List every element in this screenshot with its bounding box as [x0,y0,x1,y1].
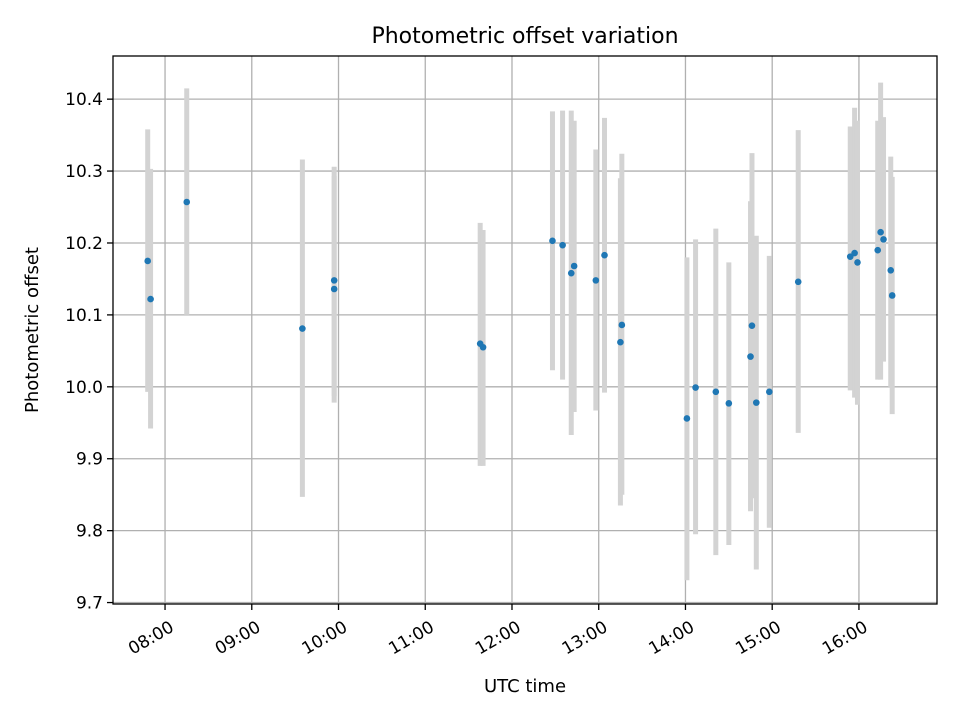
data-point [712,388,720,396]
data-point [887,267,895,274]
data-point [846,253,854,260]
y-tick-label: 10.1 [65,306,103,326]
data-point [617,338,624,346]
data-point [567,269,575,277]
data-point [874,246,882,254]
y-tick-label: 10.3 [65,162,103,182]
plot-frame [112,55,938,605]
data-point [601,251,608,259]
data-point [692,384,699,391]
data-point [854,259,861,266]
data-point [766,388,773,396]
data-point [880,236,887,243]
y-tick-label: 9.7 [76,594,103,614]
data-point [748,322,756,329]
y-tick-label: 10.4 [65,90,103,110]
data-point [299,325,306,332]
data-point [592,277,600,284]
data-point [794,278,802,286]
data-point [851,249,858,257]
data-point [747,353,754,360]
x-axis-label: UTC time [484,676,566,697]
data-point [888,292,896,299]
data-point [877,228,884,236]
y-tick-label: 10.2 [65,234,103,254]
data-point [725,400,733,407]
y-tick-label: 9.9 [76,450,103,470]
point-layer [144,198,896,422]
data-point [549,237,556,245]
data-point [144,257,151,265]
data-point [183,198,191,206]
y-tick-label: 9.8 [76,522,103,542]
y-tick-label: 10.0 [65,378,103,398]
data-point [330,285,338,293]
data-point [147,295,154,303]
data-point [570,262,578,270]
data-point [683,415,691,422]
data-point [330,277,338,284]
data-point [479,343,487,351]
y-axis-label: Photometric offset [22,247,43,413]
data-point [559,241,566,249]
data-point [752,399,760,406]
chart-title: Photometric offset variation [371,24,678,49]
data-point [618,321,626,329]
